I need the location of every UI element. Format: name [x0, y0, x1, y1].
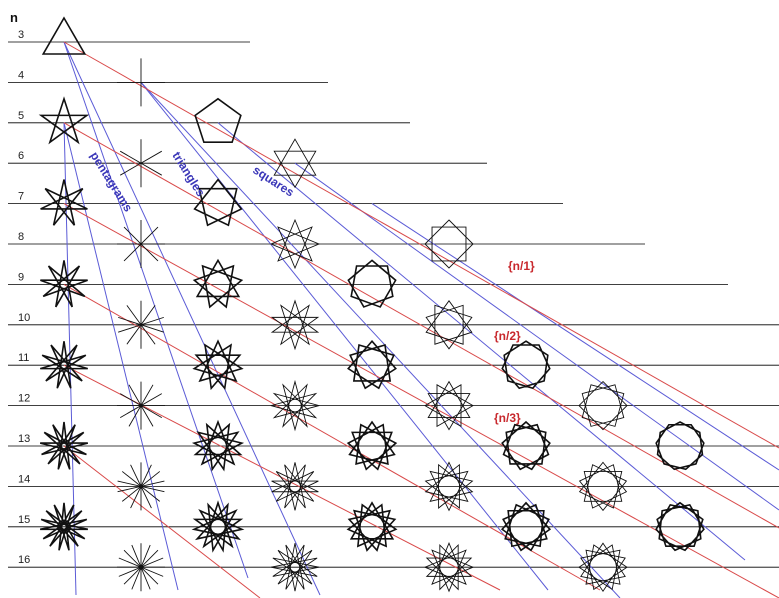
- star-polygon-figure: [578, 461, 628, 512]
- star-polygon-figure: [40, 260, 88, 308]
- star-polygon-figure: [425, 300, 473, 350]
- star-polygon-figure: [271, 462, 319, 511]
- star-polygon-figure: [40, 341, 88, 389]
- density-line: [63, 445, 261, 598]
- star-polygon-figure: [424, 461, 474, 512]
- star-polygon-figure: [118, 300, 164, 349]
- row-labels: 3 4 5 6 7 8 9 10 11 12 13 14 15 16: [18, 29, 30, 566]
- star-polygon-figure: [347, 259, 397, 308]
- star-polygon-figure: [346, 420, 398, 471]
- star-polygon-figure: [191, 419, 245, 472]
- triangle-family-line: [63, 41, 249, 579]
- star-polygon-figure: [501, 340, 551, 390]
- density-n2-line: [63, 122, 779, 529]
- row-label: 3: [18, 29, 24, 41]
- star-polygon-figure: [39, 502, 89, 551]
- star-polygon-figure: [578, 380, 628, 431]
- star-polygon-figure: [192, 339, 244, 391]
- row-label: 12: [18, 393, 30, 405]
- star-polygon-figure: [119, 139, 163, 188]
- density-n1-label: {n/1}: [508, 259, 535, 273]
- row-label: 8: [18, 231, 24, 243]
- star-polygon-figure: [269, 218, 321, 270]
- star-polygon-figure: [191, 500, 245, 553]
- family-line: [294, 162, 779, 511]
- row-lines: [8, 41, 779, 568]
- star-polygon-figure: [655, 421, 705, 471]
- row-label: 6: [18, 150, 24, 162]
- star-polygon-figure: [501, 420, 551, 471]
- row-label: 11: [18, 352, 29, 364]
- row-label: 5: [18, 110, 24, 122]
- star-polygon-figure: [40, 179, 88, 226]
- star-polygon-figure: [41, 16, 87, 55]
- row-label: 7: [18, 191, 24, 203]
- star-polygon-figure: [117, 462, 165, 511]
- star-polygon-figure: [117, 381, 165, 430]
- square-family-line: [140, 82, 621, 598]
- row-label: 9: [18, 271, 24, 283]
- star-polygon-figure: [347, 339, 397, 390]
- star-polygon-figure: [192, 258, 244, 309]
- family-line: [371, 203, 779, 471]
- n-header-label: n: [10, 10, 18, 25]
- star-polygon-figure: [273, 138, 317, 189]
- star-polygon-figure: [578, 542, 628, 593]
- star-polygon-figure: [117, 58, 165, 107]
- density-n3-line: [63, 203, 779, 598]
- star-polygon-figure: [424, 380, 474, 431]
- density-n2-label: {n/2}: [494, 329, 521, 343]
- square-family-line: [140, 82, 549, 591]
- row-label: 15: [18, 514, 30, 526]
- star-polygon-figure: [193, 178, 243, 227]
- star-polygon-figure: [500, 501, 552, 552]
- star-polygon-figure: [117, 220, 165, 268]
- star-polygon-figure: [424, 219, 474, 269]
- star-polygon-figure: [655, 501, 705, 552]
- guide-lines: [63, 41, 779, 598]
- triangle-family-line: [63, 41, 321, 596]
- row-label: 4: [18, 69, 24, 81]
- star-polygon-figure: [270, 543, 320, 592]
- star-polygon-figure: [39, 421, 89, 470]
- row-label: 16: [18, 554, 30, 566]
- star-polygon-figure: [269, 379, 321, 432]
- star-polygon-figure: [194, 97, 242, 144]
- triangles-label: triangles: [169, 149, 208, 199]
- row-label: 14: [18, 473, 30, 485]
- star-polygon-figure: [423, 542, 475, 593]
- family-line: [217, 122, 746, 561]
- star-polygon-figure: [270, 299, 320, 351]
- density-n1-line: [63, 41, 779, 449]
- row-label: 13: [18, 433, 30, 445]
- star-polygon-figure: [346, 501, 398, 552]
- star-polygon-figures: [38, 16, 705, 593]
- density-n3-label: {n/3}: [494, 411, 521, 425]
- star-polygon-figure: [117, 543, 165, 592]
- star-polygon-figure: [38, 96, 90, 145]
- row-label: 10: [18, 312, 30, 324]
- pentagram-family-line: [63, 122, 179, 591]
